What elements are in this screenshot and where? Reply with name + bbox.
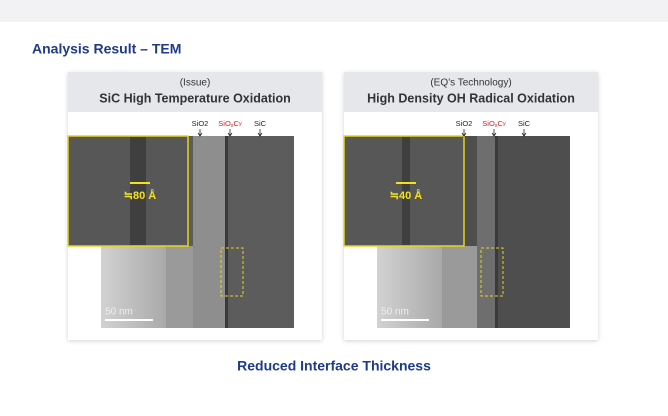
- inset-band: [130, 137, 146, 245]
- inset-band: [402, 137, 410, 245]
- layer-label: SiOxCy: [218, 119, 242, 129]
- layer-arrow: [227, 129, 233, 137]
- thickness-label: ≒80 Å: [124, 189, 157, 202]
- layer-label-part: y: [503, 121, 506, 127]
- tem-mid: [166, 246, 193, 328]
- layer-label-part: C: [234, 119, 240, 128]
- layer-label: SiO2: [456, 119, 473, 128]
- layer-label: SiC: [518, 119, 531, 128]
- layer-arrow: [521, 129, 527, 137]
- layer-arrow: [197, 129, 203, 137]
- panel-header: [68, 72, 322, 112]
- layer-label-part: x: [231, 123, 234, 129]
- dashed-box: [480, 247, 504, 297]
- layer-label: SiO2: [192, 119, 209, 128]
- tem-mid: [442, 246, 477, 328]
- dashed-box: [220, 247, 244, 297]
- layer-label-part: y: [239, 121, 242, 127]
- panel-title: SiC High Temperature Oxidation: [99, 91, 290, 105]
- layer-arrow: [257, 129, 263, 137]
- panel-subtitle: (Issue): [180, 78, 211, 89]
- layer-arrow: [491, 129, 497, 137]
- scale-label: 50 nm: [105, 307, 133, 318]
- tem-interface: [495, 136, 498, 328]
- tem-interface: [225, 136, 228, 328]
- layer-label-part: C: [498, 119, 504, 128]
- panel-title: High Density OH Radical Oxidation: [367, 91, 575, 105]
- tem-bright: [377, 246, 442, 328]
- tem-oxide: [193, 136, 227, 328]
- layer-arrow: [461, 129, 467, 137]
- footer-text: Reduced Interface Thickness: [237, 358, 431, 374]
- layer-label-part: SiO: [482, 119, 495, 128]
- inset: [67, 135, 189, 247]
- scale-label: 50 nm: [381, 307, 409, 318]
- layer-label: SiC: [254, 119, 267, 128]
- panel-header: [344, 72, 598, 112]
- tem-oxide: [477, 136, 497, 328]
- panel-subtitle: (EQ’s Technology): [430, 78, 511, 89]
- tem-bright: [101, 246, 166, 328]
- slide-title: Analysis Result – TEM: [32, 41, 181, 57]
- layer-label-part: x: [495, 123, 498, 129]
- top-band: [0, 0, 668, 22]
- thickness-label: ≒40 Å: [390, 189, 423, 202]
- layer-label-part: SiO: [218, 119, 231, 128]
- layer-label: SiOxCy: [482, 119, 506, 129]
